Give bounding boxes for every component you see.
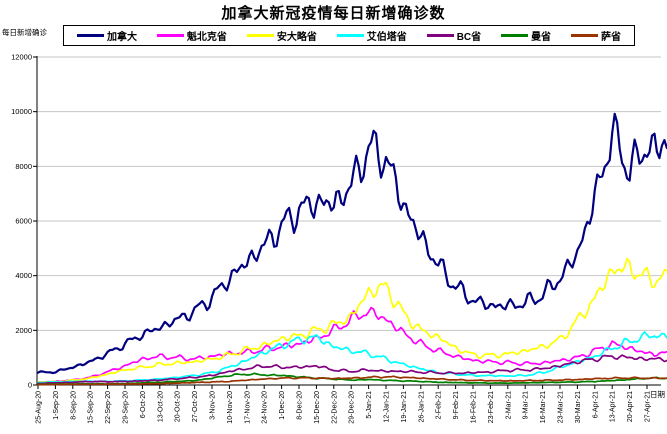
legend-label-quebec: 魁北克省 xyxy=(186,32,227,43)
legend-item-saskatchewan: 萨省 xyxy=(570,28,621,43)
y-tick-label: 6000 xyxy=(15,217,32,226)
x-tick-label: 20-Apr-21 xyxy=(627,391,634,422)
x-tick-label: 16-Feb-21 xyxy=(471,391,478,423)
x-tick-label: 6-Apr-21 xyxy=(592,391,599,418)
legend-box: 加拿大 魁北克省 安大略省 艾伯塔省 BC省 曼省 萨省 xyxy=(63,25,635,46)
x-tick-label: 9-Mar-21 xyxy=(523,391,530,420)
legend-label-manitoba: 曼省 xyxy=(531,32,552,43)
x-tick-label: 3-Nov-20 xyxy=(210,391,217,420)
legend-label-canada: 加拿大 xyxy=(107,32,137,43)
legend-swatch-canada xyxy=(77,34,104,37)
x-tick-label: 20-Oct-20 xyxy=(175,391,182,422)
x-tick-label: 8-Sep-20 xyxy=(70,391,77,420)
x-axis-title-label: 日期 xyxy=(650,390,665,399)
x-tick-label: 17-Nov-20 xyxy=(244,391,251,424)
x-tick-label: 16-Mar-21 xyxy=(540,391,547,423)
legend-swatch-manitoba xyxy=(501,34,529,37)
x-tick-label: 13-Oct-20 xyxy=(157,391,164,422)
series-line-bc xyxy=(37,354,667,385)
legend-label-alberta: 艾伯塔省 xyxy=(366,32,407,43)
x-tick-label: 10-Nov-20 xyxy=(227,391,234,424)
x-tick-label: 27-Oct-20 xyxy=(192,391,199,422)
series-line-saskatchewan xyxy=(37,375,667,386)
y-tick-label: 4000 xyxy=(15,271,32,280)
legend-swatch-ontario xyxy=(246,34,274,37)
chart-title: 加拿大新冠疫情每日新增确诊数 xyxy=(221,5,446,22)
series-line-alberta xyxy=(37,331,667,384)
x-tick-label: 15-Sep-20 xyxy=(88,391,95,424)
y-tick-label: 2000 xyxy=(15,326,32,335)
legend-label-bc: BC省 xyxy=(456,32,482,43)
series-line-quebec xyxy=(37,306,667,384)
legend-item-alberta: 艾伯塔省 xyxy=(336,28,407,43)
x-tick-label: 29-Dec-20 xyxy=(349,391,356,424)
legend-swatch-bc xyxy=(426,34,454,37)
legend-swatch-saskatchewan xyxy=(570,34,598,37)
x-tick-label: 19-Jan-21 xyxy=(401,391,408,423)
x-tick-label: 13-Apr-21 xyxy=(610,391,617,422)
legend-label-saskatchewan: 萨省 xyxy=(600,32,621,43)
x-tick-label: 23-Feb-21 xyxy=(488,391,495,423)
y-tick-label: 12000 xyxy=(11,53,32,62)
y-tick-label: 10000 xyxy=(11,107,32,116)
x-tick-label: 25-Aug-20 xyxy=(36,391,43,424)
x-tick-label: 24-Nov-20 xyxy=(262,391,269,424)
y-tick-label: 8000 xyxy=(15,162,32,171)
x-tick-label: 6-Oct-20 xyxy=(140,391,147,418)
x-tick-label: 8-Dec-20 xyxy=(297,391,304,420)
x-tick-label: 23-Mar-21 xyxy=(558,391,565,423)
x-tick-label: 2-Feb-21 xyxy=(436,391,443,420)
x-tick-label: 12-Jan-21 xyxy=(384,391,391,423)
legend-label-ontario: 安大略省 xyxy=(276,32,317,43)
x-tick-label: 29-Sep-20 xyxy=(123,391,130,424)
x-tick-label: 26-Jan-21 xyxy=(418,391,425,423)
legend-item-manitoba: 曼省 xyxy=(501,28,551,43)
legend-item-bc: BC省 xyxy=(426,28,482,43)
legend-item-ontario: 安大略省 xyxy=(246,28,317,43)
x-tick-label: 1-Sep-20 xyxy=(53,391,60,420)
legend-item-canada: 加拿大 xyxy=(77,28,137,43)
series-line-ontario xyxy=(37,257,667,383)
legend-swatch-quebec xyxy=(156,34,184,37)
x-tick-label: 1-Dec-20 xyxy=(279,391,286,420)
series-line-canada xyxy=(36,112,667,375)
legend-item-quebec: 魁北克省 xyxy=(156,28,227,43)
x-tick-label: 2-Mar-21 xyxy=(505,391,512,420)
legend-swatch-alberta xyxy=(336,34,364,37)
y-tick-label: 0 xyxy=(28,381,32,390)
x-tick-label: 22-Dec-20 xyxy=(331,391,338,424)
x-tick-label: 9-Feb-21 xyxy=(453,391,460,420)
x-tick-label: 15-Dec-20 xyxy=(314,391,321,424)
x-tick-label: 5-Jan-21 xyxy=(366,391,373,419)
x-tick-label: 30-Mar-21 xyxy=(575,391,582,423)
y-axis-title-label: 每日新增确诊 xyxy=(2,28,47,37)
x-tick-label: 22-Sep-20 xyxy=(105,391,112,424)
series-line-manitoba xyxy=(37,372,667,386)
x-tick-label: 27-Apr-21 xyxy=(645,391,652,422)
